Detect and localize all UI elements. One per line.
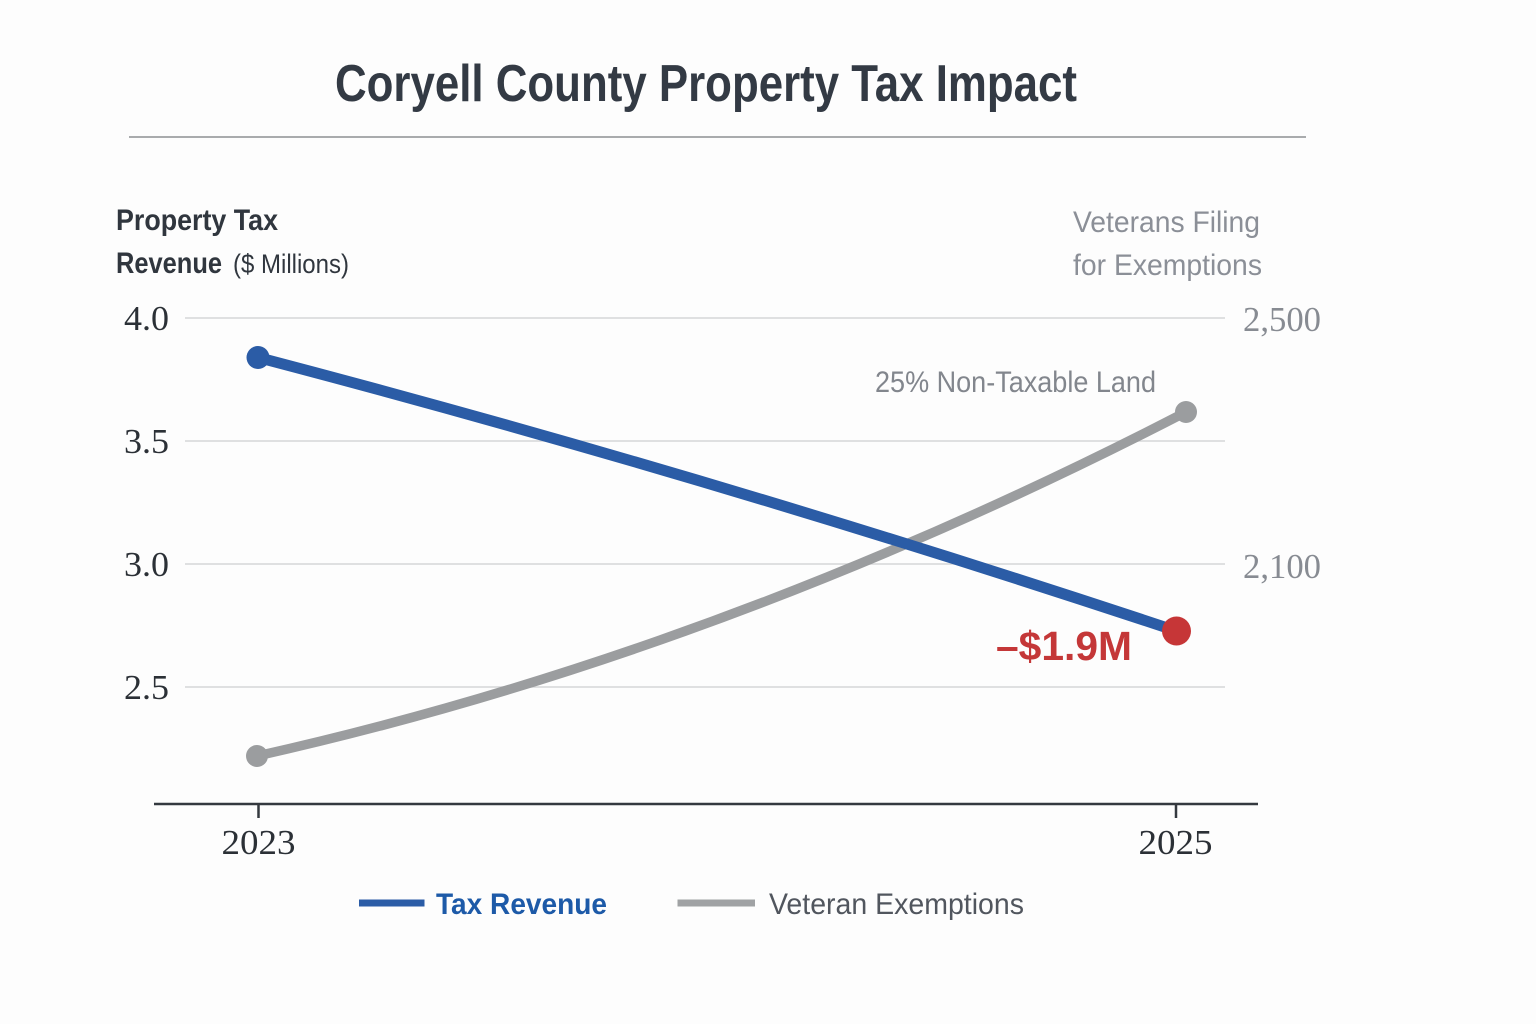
svg-text:–$1.9M: –$1.9M (996, 623, 1132, 669)
svg-text:2025: 2025 (1139, 823, 1213, 862)
svg-text:Property Tax: Property Tax (116, 204, 278, 237)
svg-text:2,100: 2,100 (1243, 547, 1321, 586)
svg-text:Tax Revenue: Tax Revenue (436, 888, 607, 921)
svg-text:for Exemptions: for Exemptions (1073, 249, 1262, 282)
svg-text:Veterans Filing: Veterans Filing (1073, 206, 1260, 239)
svg-text:2.5: 2.5 (124, 668, 169, 707)
svg-text:3.5: 3.5 (124, 422, 169, 461)
svg-text:25% Non-Taxable Land: 25% Non-Taxable Land (875, 366, 1156, 399)
svg-text:2023: 2023 (222, 823, 296, 862)
svg-text:Veteran Exemptions: Veteran Exemptions (769, 888, 1024, 921)
svg-text:2,500: 2,500 (1243, 300, 1321, 339)
svg-text:Coryell County Property Tax Im: Coryell County Property Tax Impact (335, 55, 1077, 113)
svg-text:Revenue: Revenue (116, 247, 222, 280)
svg-text:($ Millions): ($ Millions) (233, 249, 349, 279)
svg-text:3.0: 3.0 (124, 545, 169, 584)
svg-text:4.0: 4.0 (124, 299, 169, 338)
